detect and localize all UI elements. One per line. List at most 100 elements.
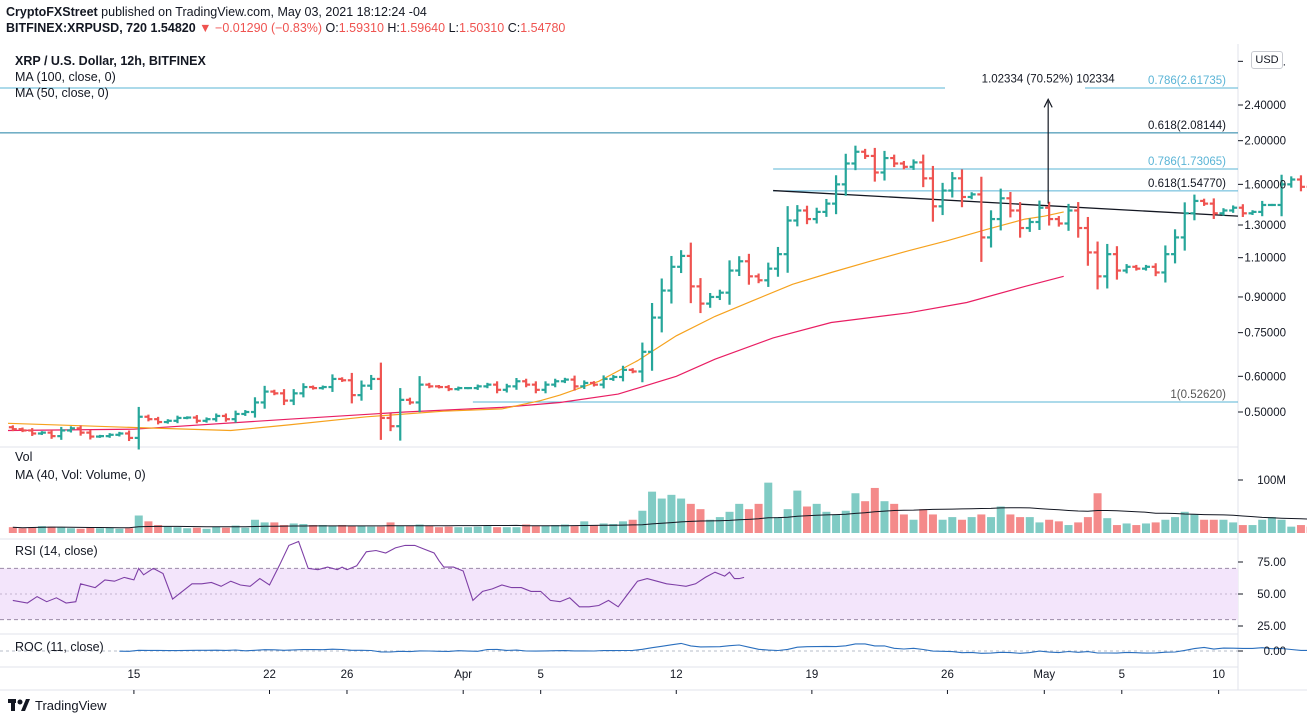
volume-bar[interactable] bbox=[677, 498, 686, 533]
ohlc-bar[interactable] bbox=[386, 413, 395, 432]
ohlc-bar[interactable] bbox=[783, 206, 792, 273]
volume-bar[interactable] bbox=[163, 526, 172, 533]
ohlc-bar[interactable] bbox=[696, 278, 705, 314]
volume-bar[interactable] bbox=[8, 527, 17, 533]
ohlc-bar[interactable] bbox=[967, 192, 976, 200]
volume-bar[interactable] bbox=[299, 523, 308, 533]
volume-bar[interactable] bbox=[386, 522, 395, 533]
ohlc-bar[interactable] bbox=[1277, 174, 1286, 217]
ohlc-bar[interactable] bbox=[241, 410, 250, 416]
volume-bar[interactable] bbox=[928, 514, 937, 533]
volume-bar[interactable] bbox=[619, 521, 627, 533]
volume-bar[interactable] bbox=[890, 503, 899, 533]
ohlc-bar[interactable] bbox=[1238, 204, 1247, 217]
volume-bar[interactable] bbox=[493, 527, 502, 533]
volume-bar[interactable] bbox=[464, 527, 473, 533]
volume-bar[interactable] bbox=[357, 525, 366, 533]
ohlc-bar[interactable] bbox=[589, 381, 598, 387]
volume-bar[interactable] bbox=[803, 506, 812, 534]
volume-bar[interactable] bbox=[1171, 517, 1180, 533]
ohlc-bar[interactable] bbox=[173, 415, 182, 424]
ohlc-bar[interactable] bbox=[1267, 203, 1276, 207]
currency-badge[interactable]: USD bbox=[1251, 51, 1283, 69]
volume-bar[interactable] bbox=[1296, 525, 1305, 533]
ohlc-bar[interactable] bbox=[773, 246, 782, 277]
volume-bar[interactable] bbox=[735, 503, 744, 533]
ohlc-bar[interactable] bbox=[987, 210, 996, 248]
ohlc-bar[interactable] bbox=[96, 434, 105, 438]
ohlc-bar[interactable] bbox=[1122, 264, 1131, 274]
ohlc-bar[interactable] bbox=[890, 154, 899, 168]
ohlc-bar[interactable] bbox=[638, 342, 647, 383]
volume-bar[interactable] bbox=[173, 527, 182, 533]
ohlc-bar[interactable] bbox=[803, 205, 812, 225]
ohlc-bar[interactable] bbox=[657, 278, 666, 333]
ohlc-bar[interactable] bbox=[957, 169, 966, 208]
volume-bar[interactable] bbox=[134, 515, 143, 533]
volume-bar[interactable] bbox=[1035, 522, 1044, 533]
ohlc-bar[interactable] bbox=[309, 385, 318, 390]
ohlc-bar[interactable] bbox=[1103, 243, 1112, 289]
volume-bar[interactable] bbox=[473, 526, 482, 533]
ohlc-bar[interactable] bbox=[328, 374, 337, 392]
ohlc-bar[interactable] bbox=[541, 381, 550, 394]
volume-bar[interactable] bbox=[28, 527, 37, 533]
ohlc-bar[interactable] bbox=[250, 397, 259, 418]
ohlc-bar[interactable] bbox=[531, 381, 540, 394]
ohlc-bar[interactable] bbox=[221, 413, 230, 422]
volume-bar[interactable] bbox=[764, 482, 773, 533]
volume-bar[interactable] bbox=[115, 528, 124, 533]
volume-bar[interactable] bbox=[967, 517, 976, 533]
volume-bar[interactable] bbox=[1016, 517, 1025, 533]
ohlc-bar[interactable] bbox=[367, 374, 376, 390]
volume-bar[interactable] bbox=[880, 501, 889, 533]
ohlc-bar[interactable] bbox=[260, 385, 269, 409]
ohlc-bar[interactable] bbox=[832, 175, 841, 215]
ohlc-bar[interactable] bbox=[1035, 200, 1044, 230]
volume-bar[interactable] bbox=[1122, 523, 1131, 533]
volume-bar[interactable] bbox=[1025, 517, 1034, 533]
volume-bar[interactable] bbox=[1064, 525, 1073, 533]
volume-bar[interactable] bbox=[861, 501, 870, 533]
ohlc-bar[interactable] bbox=[1248, 210, 1257, 216]
volume-bar[interactable] bbox=[1267, 517, 1276, 533]
ohlc-bar[interactable] bbox=[357, 380, 366, 401]
ohlc-bar[interactable] bbox=[1112, 246, 1121, 280]
volume-bar[interactable] bbox=[1161, 519, 1170, 533]
volume-bar[interactable] bbox=[570, 526, 579, 533]
ohlc-bar[interactable] bbox=[1006, 192, 1015, 218]
volume-bar[interactable] bbox=[1190, 514, 1199, 533]
volume-bar[interactable] bbox=[18, 528, 27, 533]
ohlc-bar[interactable] bbox=[415, 376, 424, 413]
volume-bar[interactable] bbox=[260, 522, 269, 533]
volume-bar[interactable] bbox=[589, 525, 598, 533]
ohlc-bar[interactable] bbox=[1016, 202, 1025, 238]
volume-bar[interactable] bbox=[96, 528, 105, 533]
ohlc-bar[interactable] bbox=[105, 433, 114, 438]
volume-bar[interactable] bbox=[405, 526, 414, 533]
volume-bar[interactable] bbox=[280, 525, 289, 533]
tradingview-footer[interactable]: TradingView bbox=[8, 698, 107, 713]
ohlc-bar[interactable] bbox=[1180, 202, 1189, 251]
volume-bar[interactable] bbox=[318, 525, 327, 533]
volume-bar[interactable] bbox=[560, 524, 569, 533]
ohlc-bar[interactable] bbox=[725, 260, 734, 305]
volume-bar[interactable] bbox=[57, 527, 66, 533]
volume-bar[interactable] bbox=[628, 519, 637, 533]
volume-bar[interactable] bbox=[241, 527, 250, 533]
volume-bar[interactable] bbox=[1219, 519, 1228, 533]
volume-bar[interactable] bbox=[996, 506, 1005, 534]
volume-bar[interactable] bbox=[706, 519, 715, 533]
ohlc-bar[interactable] bbox=[861, 148, 870, 159]
ohlc-bar[interactable] bbox=[134, 406, 143, 450]
ohlc-bar[interactable] bbox=[192, 415, 201, 424]
volume-bar[interactable] bbox=[221, 527, 230, 533]
ohlc-bar[interactable] bbox=[851, 145, 860, 171]
volume-bar[interactable] bbox=[1006, 514, 1015, 533]
ohlc-bar[interactable] bbox=[1141, 264, 1150, 271]
ohlc-bar[interactable] bbox=[1093, 241, 1102, 290]
volume-bar[interactable] bbox=[667, 494, 676, 533]
ohlc-bar[interactable] bbox=[619, 365, 627, 382]
ohlc-bar[interactable] bbox=[1296, 175, 1305, 192]
